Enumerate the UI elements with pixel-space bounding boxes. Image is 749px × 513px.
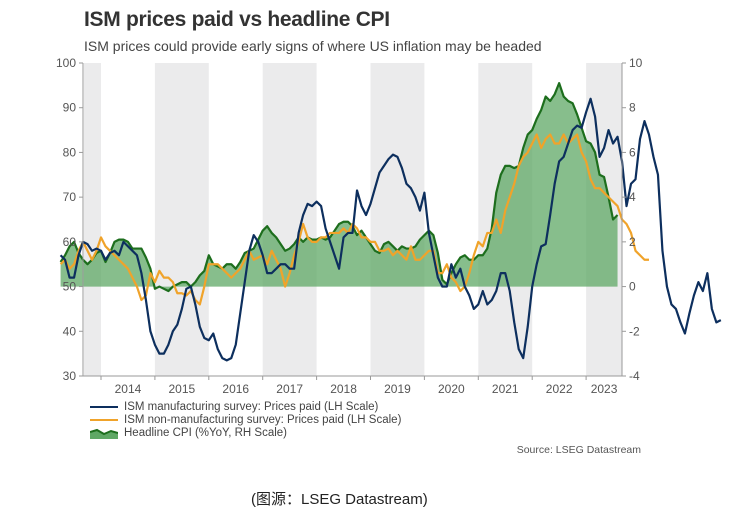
left-tick-label: 50 (63, 280, 77, 294)
ism-non-manufacturing-line (59, 133, 649, 306)
right-tick-label: -2 (629, 324, 640, 338)
left-tick-label: 100 (56, 56, 76, 70)
left-tick-label: 40 (63, 324, 77, 338)
right-tick-label: 4 (629, 190, 636, 204)
left-tick-label: 90 (63, 101, 77, 115)
source-note: Source: LSEG Datastream (516, 444, 641, 456)
right-tick-label: 10 (629, 56, 643, 70)
legend-item-cpi: Headline CPI (%YoY, RH Scale) (90, 426, 401, 439)
left-tick-label: 30 (63, 369, 77, 383)
cpi-area-group (59, 82, 619, 293)
legend-label: Headline CPI (%YoY, RH Scale) (124, 426, 287, 439)
left-tick-label: 70 (63, 190, 77, 204)
x-tick-label: 2014 (115, 382, 142, 396)
x-tick-label: 2023 (591, 382, 618, 396)
cpi-line (59, 82, 619, 293)
chart-subtitle: ISM prices could provide early signs of … (84, 38, 542, 54)
legend: ISM manufacturing survey: Prices paid (L… (90, 400, 401, 439)
left-tick-label: 60 (63, 235, 77, 249)
x-tick-label: 2018 (330, 382, 357, 396)
legend-label: ISM manufacturing survey: Prices paid (L… (124, 400, 379, 413)
cpi-area (60, 83, 618, 292)
x-tick-label: 2022 (546, 382, 573, 396)
ism-manufacturing-line (59, 97, 722, 362)
right-tick-label: 8 (629, 101, 636, 115)
right-tick-label: 0 (629, 280, 636, 294)
image-caption: (图源：LSEG Datastream) (251, 491, 428, 508)
chart-title: ISM prices paid vs headline CPI (84, 8, 390, 31)
right-tick-label: 2 (629, 235, 636, 249)
right-tick-label: -4 (629, 369, 640, 383)
legend-swatch-cpi (90, 427, 118, 439)
axes: 30 40 50 60 70 80 90 100 -4 -2 0 2 4 6 8 10 2014 2015 2016… (56, 56, 643, 396)
year-band-2013 (84, 63, 101, 376)
legend-item-ism-non-manufacturing: ISM non-manufacturing survey: Prices pai… (90, 413, 401, 426)
x-tick-label: 2017 (276, 382, 303, 396)
legend-swatch-ism-manufacturing (90, 401, 118, 413)
x-tick-label: 2016 (222, 382, 249, 396)
x-tick-label: 2021 (492, 382, 519, 396)
legend-item-ism-manufacturing: ISM manufacturing survey: Prices paid (L… (90, 400, 401, 413)
series-lines (59, 97, 722, 362)
x-tick-label: 2020 (438, 382, 465, 396)
year-band-2019 (370, 63, 425, 376)
x-tick-label: 2015 (168, 382, 195, 396)
left-tick-label: 80 (63, 145, 77, 159)
legend-label: ISM non-manufacturing survey: Prices pai… (124, 413, 402, 426)
x-tick-label: 2019 (384, 382, 411, 396)
year-band-2017 (262, 63, 317, 376)
right-tick-label: 6 (629, 145, 636, 159)
legend-swatch-ism-non-manufacturing (90, 414, 118, 426)
